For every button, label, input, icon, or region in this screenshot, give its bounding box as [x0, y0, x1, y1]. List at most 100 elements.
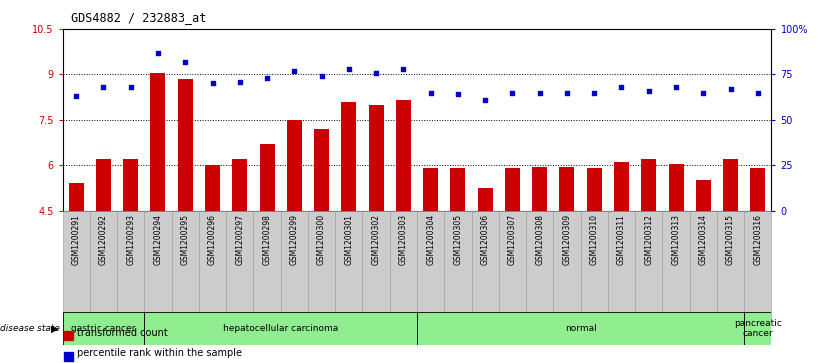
- Point: [724, 86, 737, 92]
- Bar: [68, 183, 83, 211]
- Text: ▶: ▶: [51, 323, 58, 334]
- Point: [260, 75, 274, 81]
- Point: [751, 90, 765, 95]
- Bar: [178, 79, 193, 211]
- Point: [369, 70, 383, 76]
- Bar: [205, 165, 220, 211]
- Point: [288, 68, 301, 74]
- Point: [533, 90, 546, 95]
- Point: [97, 84, 110, 90]
- Bar: [587, 168, 601, 211]
- Text: GSM1200303: GSM1200303: [399, 214, 408, 265]
- Bar: [254, 211, 281, 321]
- Point: [124, 84, 138, 90]
- Bar: [233, 159, 247, 211]
- Bar: [396, 100, 411, 211]
- Text: pancreatic
cancer: pancreatic cancer: [734, 319, 781, 338]
- Point: [397, 66, 410, 72]
- Bar: [287, 120, 302, 211]
- Text: normal: normal: [565, 324, 596, 333]
- Text: GSM1200313: GSM1200313: [671, 214, 681, 265]
- Bar: [198, 211, 226, 321]
- Bar: [96, 159, 111, 211]
- Text: GSM1200294: GSM1200294: [153, 214, 163, 265]
- Text: GSM1200291: GSM1200291: [72, 214, 81, 265]
- Bar: [389, 211, 417, 321]
- Bar: [369, 105, 384, 211]
- Bar: [744, 211, 771, 321]
- Text: disease state: disease state: [0, 324, 63, 333]
- Bar: [690, 211, 717, 321]
- Text: GSM1200302: GSM1200302: [372, 214, 380, 265]
- Text: hepatocellular carcinoma: hepatocellular carcinoma: [223, 324, 339, 333]
- Text: GSM1200308: GSM1200308: [535, 214, 545, 265]
- Bar: [417, 211, 445, 321]
- Bar: [669, 164, 684, 211]
- Bar: [123, 159, 138, 211]
- Point: [615, 84, 628, 90]
- Bar: [608, 211, 636, 321]
- Bar: [63, 211, 90, 321]
- Bar: [226, 211, 254, 321]
- Bar: [445, 211, 471, 321]
- Text: GSM1200292: GSM1200292: [99, 214, 108, 265]
- Bar: [363, 211, 389, 321]
- Text: GSM1200295: GSM1200295: [181, 214, 190, 265]
- Bar: [450, 168, 465, 211]
- Text: GSM1200310: GSM1200310: [590, 214, 599, 265]
- Point: [642, 88, 656, 94]
- Point: [505, 90, 519, 95]
- Point: [670, 84, 683, 90]
- Text: GSM1200298: GSM1200298: [263, 214, 272, 265]
- Text: GSM1200306: GSM1200306: [480, 214, 490, 265]
- Point: [451, 91, 465, 97]
- Text: transformed count: transformed count: [77, 327, 168, 338]
- Bar: [144, 211, 172, 321]
- Bar: [723, 159, 738, 211]
- Bar: [499, 211, 526, 321]
- Point: [560, 90, 574, 95]
- Bar: [341, 102, 356, 211]
- Bar: [636, 211, 662, 321]
- Point: [479, 97, 492, 103]
- Point: [424, 90, 437, 95]
- Text: GSM1200301: GSM1200301: [344, 214, 354, 265]
- Bar: [717, 211, 744, 321]
- Text: GSM1200307: GSM1200307: [508, 214, 517, 265]
- Bar: [580, 211, 608, 321]
- Bar: [614, 162, 629, 211]
- Bar: [150, 73, 165, 211]
- Bar: [308, 211, 335, 321]
- Bar: [335, 211, 363, 321]
- Bar: [90, 211, 117, 321]
- Bar: [641, 159, 656, 211]
- Bar: [172, 211, 198, 321]
- Bar: [532, 167, 547, 211]
- Text: GSM1200293: GSM1200293: [126, 214, 135, 265]
- Bar: [471, 211, 499, 321]
- Point: [315, 73, 329, 79]
- Text: GSM1200305: GSM1200305: [454, 214, 462, 265]
- Text: GSM1200312: GSM1200312: [644, 214, 653, 265]
- Point: [151, 50, 164, 56]
- Text: GSM1200299: GSM1200299: [289, 214, 299, 265]
- Point: [696, 90, 710, 95]
- Bar: [281, 211, 308, 321]
- Bar: [314, 129, 329, 211]
- Text: GSM1200316: GSM1200316: [753, 214, 762, 265]
- Bar: [744, 312, 771, 345]
- Bar: [259, 144, 274, 211]
- Text: GSM1200309: GSM1200309: [562, 214, 571, 265]
- Point: [342, 66, 355, 72]
- Point: [69, 93, 83, 99]
- Bar: [64, 352, 73, 361]
- Text: GSM1200300: GSM1200300: [317, 214, 326, 265]
- Point: [234, 79, 247, 85]
- Text: GSM1200297: GSM1200297: [235, 214, 244, 265]
- Bar: [560, 167, 575, 211]
- Bar: [63, 312, 144, 345]
- Text: GSM1200314: GSM1200314: [699, 214, 708, 265]
- Bar: [117, 211, 144, 321]
- Bar: [478, 188, 493, 211]
- Text: GSM1200296: GSM1200296: [208, 214, 217, 265]
